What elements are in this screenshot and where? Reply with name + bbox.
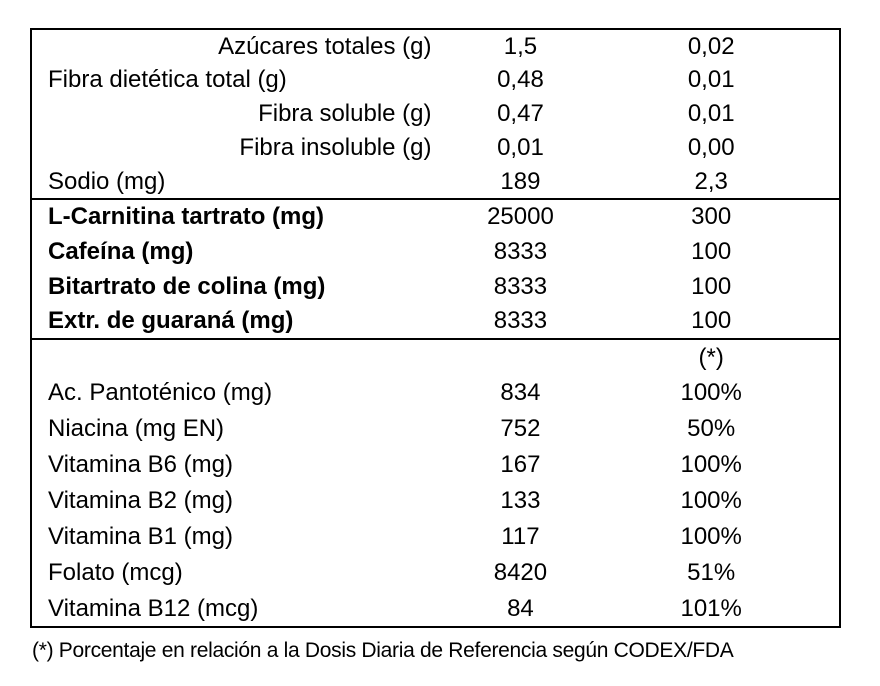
row-label: Vitamina B1 (mg) [48,523,233,550]
table-row-vitamina-b1: Vitamina B1 (mg) 117 100% [31,519,840,555]
row-amount [435,338,606,375]
row-label: Vitamina B12 (mcg) [48,594,259,622]
row-amount: 8333 [493,272,548,300]
table-row-extr-guarana: Extr. de guaraná (mg) 8333 100 [31,304,840,339]
nutrition-facts-table: Azúcares totales (g) 1,5 0,02 Fibra diet… [30,28,841,628]
table-row-vitamina-b6: Vitamina B6 (mg) 167 100% [31,447,840,483]
row-percent-dv: 100% [680,451,742,478]
row-amount: 8420 [493,559,548,586]
row-per-portion: 0,00 [687,134,735,161]
row-label: Azúcares totales (g) [218,32,432,60]
row-amount: 133 [500,487,541,514]
row-percent-dv: 101% [680,594,742,622]
row-label: Fibra soluble (g) [258,100,432,127]
row-amount: 84 [507,594,534,622]
row-amount: 0,48 [497,66,544,93]
row-label: Cafeína (mg) [48,237,194,265]
table-row-ac-pantotenico: Ac. Pantoténico (mg) 834 100% [31,375,840,411]
row-amount: 0,47 [497,100,544,127]
row-amount: 752 [500,415,541,442]
table-row-azucares-totales: Azúcares totales (g) 1,5 0,02 [31,29,840,63]
row-label: Niacina (mg EN) [48,415,225,442]
row-amount: 0,01 [497,134,544,161]
row-amount: 167 [500,451,541,478]
footnote-codex-fda: (*) Porcentaje en relación a la Dosis Di… [32,639,734,662]
row-percent-dv: 51% [687,559,736,586]
table-row-fibra-soluble: Fibra soluble (g) 0,47 0,01 [31,97,840,131]
row-amount: 8333 [493,237,548,265]
section-active-ingredients: L-Carnitina tartrato (mg) 25000 300 Cafe… [31,198,840,339]
row-label: Extr. de guaraná (mg) [48,307,294,334]
row-label [31,338,436,375]
row-per-portion: 100 [691,237,732,265]
section-vitamins: (*) Ac. Pantoténico (mg) 834 100% Niacin… [31,338,840,627]
row-amount: 189 [500,167,541,195]
row-amount: 834 [500,379,541,406]
row-label: Bitartrato de colina (mg) [48,272,326,300]
row-amount: 25000 [435,198,606,234]
row-percent-dv: 100% [680,523,742,550]
table-row-niacina: Niacina (mg EN) 752 50% [31,411,840,447]
row-label: Fibra insoluble (g) [239,134,432,161]
row-percent-dv: 100% [680,487,742,514]
table-row-l-carnitina: L-Carnitina tartrato (mg) 25000 300 [31,198,840,234]
table-row-vitamina-b12: Vitamina B12 (mcg) 84 101% [31,591,840,627]
row-per-portion: 0,01 [687,66,735,93]
section-macronutrients: Azúcares totales (g) 1,5 0,02 Fibra diet… [31,29,840,199]
table-row-sodio: Sodio (mg) 189 2,3 [31,165,840,199]
row-per-portion: 0,02 [687,32,735,60]
row-label: L-Carnitina tartrato (mg) [31,198,436,234]
row-per-portion: 100 [691,307,732,334]
row-label: Vitamina B6 (mg) [48,451,233,478]
asterisk-reference-mark: (*) [605,338,840,375]
table-row-fibra-dietetica: Fibra dietética total (g) 0,48 0,01 [31,63,840,97]
table-row-fibra-insoluble: Fibra insoluble (g) 0,01 0,00 [31,131,840,165]
row-per-portion: 0,01 [687,100,735,127]
row-amount: 8333 [493,307,548,334]
table-row-cafeina: Cafeína (mg) 8333 100 [31,234,840,269]
row-label: Vitamina B2 (mg) [48,487,233,514]
row-label: Ac. Pantoténico (mg) [48,379,273,406]
row-per-portion: 100 [691,272,732,300]
table-row-folato: Folato (mcg) 8420 51% [31,555,840,591]
table-row-vitamina-b2: Vitamina B2 (mg) 133 100% [31,483,840,519]
row-per-portion: 300 [605,198,840,234]
row-per-portion: 2,3 [694,167,728,195]
table-row-asterisk-header: (*) [31,338,840,375]
row-label: Sodio (mg) [48,167,166,195]
row-label: Folato (mcg) [48,559,183,586]
row-amount: 1,5 [503,32,538,60]
row-amount: 117 [501,523,540,550]
row-percent-dv: 100% [680,379,742,406]
row-percent-dv: 50% [687,415,736,442]
row-label: Fibra dietética total (g) [48,66,287,93]
table-row-bitartrato-colina: Bitartrato de colina (mg) 8333 100 [31,269,840,304]
